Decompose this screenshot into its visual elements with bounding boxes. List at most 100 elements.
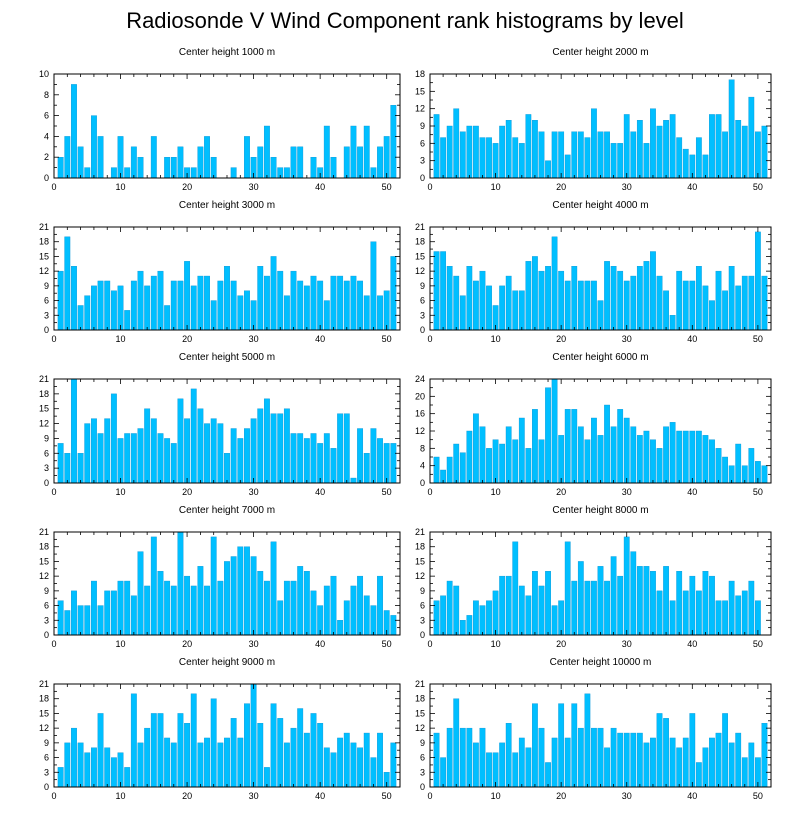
y-tick-label: 0 bbox=[420, 630, 425, 640]
y-tick-label: 9 bbox=[44, 738, 49, 748]
bar bbox=[709, 575, 715, 636]
bar bbox=[97, 136, 104, 179]
bar bbox=[157, 433, 164, 484]
y-tick-label: 8 bbox=[44, 90, 49, 100]
bar bbox=[597, 435, 604, 484]
bar bbox=[357, 575, 364, 636]
bar bbox=[350, 585, 357, 636]
bar bbox=[532, 120, 538, 179]
bar bbox=[748, 580, 755, 636]
bar bbox=[584, 280, 591, 331]
y-tick-label: 9 bbox=[44, 586, 49, 596]
bar bbox=[623, 536, 630, 636]
x-tick-label: 0 bbox=[427, 639, 432, 649]
bar bbox=[110, 757, 117, 788]
bar bbox=[224, 266, 230, 331]
bar bbox=[459, 295, 466, 331]
bar bbox=[383, 443, 390, 484]
bar bbox=[297, 433, 304, 484]
bar bbox=[689, 280, 696, 331]
bar bbox=[538, 727, 545, 788]
bar bbox=[184, 575, 191, 636]
bar bbox=[499, 443, 506, 484]
y-tick-label: 15 bbox=[39, 251, 49, 261]
bar bbox=[440, 595, 447, 636]
bar bbox=[663, 718, 669, 788]
x-tick-label: 40 bbox=[687, 182, 697, 192]
bar bbox=[479, 727, 486, 788]
bar bbox=[64, 453, 71, 484]
bar bbox=[715, 448, 722, 484]
bar bbox=[210, 698, 217, 788]
bar bbox=[210, 536, 217, 636]
bar bbox=[71, 84, 77, 179]
bar bbox=[323, 747, 330, 788]
bar bbox=[157, 713, 164, 788]
bar bbox=[117, 580, 124, 636]
bar bbox=[383, 136, 390, 179]
bar bbox=[144, 585, 151, 636]
bar bbox=[210, 300, 217, 331]
bar bbox=[505, 426, 512, 484]
bar bbox=[689, 713, 696, 788]
bar bbox=[446, 580, 453, 636]
bar bbox=[748, 96, 755, 179]
bar bbox=[630, 275, 637, 331]
bar bbox=[650, 439, 656, 484]
x-tick-label: 30 bbox=[249, 487, 259, 497]
y-tick-label: 18 bbox=[39, 542, 49, 552]
bar bbox=[310, 156, 317, 179]
bar bbox=[217, 423, 224, 484]
bar bbox=[551, 605, 558, 636]
bar bbox=[459, 452, 466, 484]
bar bbox=[370, 428, 377, 484]
bar bbox=[177, 398, 184, 484]
bar bbox=[695, 137, 702, 179]
x-tick-label: 40 bbox=[687, 334, 697, 344]
bar bbox=[317, 443, 324, 484]
y-tick-label: 6 bbox=[44, 448, 49, 458]
bar bbox=[538, 131, 545, 179]
x-tick-label: 0 bbox=[427, 487, 432, 497]
y-tick-label: 12 bbox=[39, 266, 49, 276]
bar bbox=[104, 747, 111, 788]
bar bbox=[604, 261, 610, 331]
y-tick-label: 6 bbox=[420, 138, 425, 148]
bar bbox=[164, 305, 171, 331]
bar bbox=[591, 727, 597, 788]
bar bbox=[71, 266, 77, 331]
bar bbox=[636, 266, 643, 331]
bar bbox=[64, 136, 71, 179]
bar bbox=[715, 270, 722, 331]
bar bbox=[643, 143, 650, 179]
y-tick-label: 9 bbox=[420, 281, 425, 291]
y-tick-label: 3 bbox=[420, 310, 425, 320]
bar bbox=[390, 742, 397, 788]
bar bbox=[204, 136, 210, 179]
bar bbox=[518, 290, 525, 331]
bar bbox=[57, 443, 64, 484]
bar bbox=[663, 566, 669, 636]
y-tick-label: 3 bbox=[420, 615, 425, 625]
y-tick-label: 15 bbox=[415, 86, 425, 96]
bar bbox=[157, 571, 164, 636]
bar bbox=[564, 280, 571, 331]
y-tick-label: 9 bbox=[44, 281, 49, 291]
y-tick-label: 12 bbox=[39, 571, 49, 581]
bar bbox=[270, 703, 277, 788]
bar bbox=[117, 752, 124, 788]
bar bbox=[610, 727, 617, 788]
y-tick-label: 21 bbox=[39, 374, 49, 384]
bar bbox=[643, 261, 650, 331]
bar bbox=[310, 275, 317, 331]
bar bbox=[64, 610, 71, 636]
y-tick-label: 15 bbox=[39, 404, 49, 414]
bar bbox=[210, 156, 217, 179]
bar bbox=[722, 600, 728, 636]
x-tick-label: 20 bbox=[182, 487, 192, 497]
bar bbox=[110, 590, 117, 636]
bar bbox=[505, 723, 512, 788]
bar bbox=[643, 742, 650, 788]
bar bbox=[433, 732, 440, 788]
bar bbox=[604, 404, 610, 484]
